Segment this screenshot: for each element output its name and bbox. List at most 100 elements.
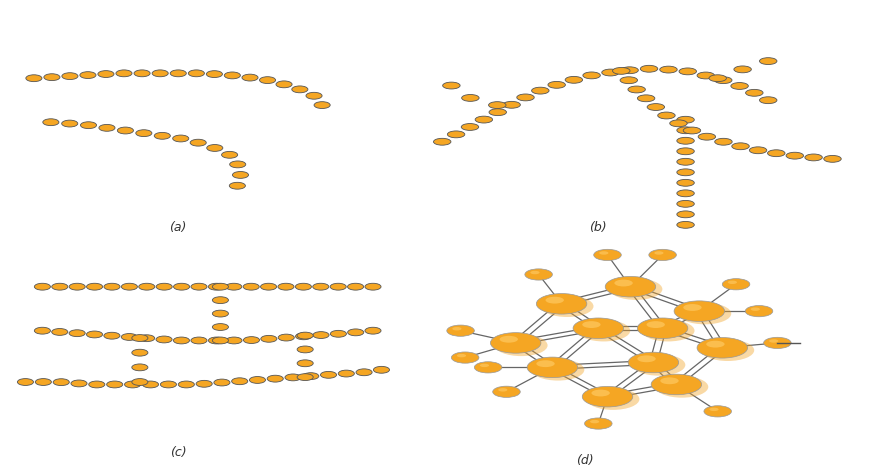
Ellipse shape — [212, 297, 229, 304]
Ellipse shape — [546, 297, 564, 304]
Ellipse shape — [18, 379, 34, 385]
Ellipse shape — [117, 127, 133, 134]
Ellipse shape — [573, 318, 623, 338]
Ellipse shape — [474, 362, 502, 373]
Ellipse shape — [651, 374, 702, 395]
Ellipse shape — [582, 386, 633, 407]
Ellipse shape — [658, 112, 675, 119]
Ellipse shape — [365, 283, 381, 290]
Ellipse shape — [540, 296, 593, 317]
Ellipse shape — [590, 420, 600, 423]
Ellipse shape — [531, 271, 540, 274]
Ellipse shape — [638, 95, 655, 102]
Ellipse shape — [601, 69, 619, 76]
Ellipse shape — [260, 77, 275, 84]
Ellipse shape — [278, 334, 294, 341]
Ellipse shape — [136, 130, 152, 137]
Ellipse shape — [517, 94, 534, 101]
Ellipse shape — [69, 330, 85, 337]
Ellipse shape — [461, 124, 479, 130]
Ellipse shape — [104, 332, 120, 339]
Ellipse shape — [243, 283, 260, 290]
Ellipse shape — [586, 388, 639, 410]
Ellipse shape — [104, 283, 120, 290]
Ellipse shape — [87, 283, 102, 290]
Ellipse shape — [26, 75, 42, 82]
Ellipse shape — [677, 137, 694, 144]
Text: (c): (c) — [170, 446, 186, 459]
Ellipse shape — [647, 103, 665, 110]
Ellipse shape — [649, 249, 676, 260]
Ellipse shape — [434, 138, 451, 145]
Ellipse shape — [296, 333, 312, 340]
Ellipse shape — [714, 138, 732, 145]
Ellipse shape — [152, 70, 169, 77]
Ellipse shape — [134, 70, 150, 77]
Ellipse shape — [87, 331, 102, 338]
Ellipse shape — [697, 72, 714, 79]
Ellipse shape — [121, 334, 138, 340]
Ellipse shape — [52, 329, 68, 336]
Ellipse shape — [249, 376, 266, 384]
Ellipse shape — [178, 381, 194, 388]
Ellipse shape — [230, 182, 245, 189]
Ellipse shape — [759, 58, 777, 64]
Ellipse shape — [679, 68, 697, 75]
Ellipse shape — [34, 327, 50, 334]
Ellipse shape — [161, 381, 177, 388]
Ellipse shape — [268, 375, 283, 382]
Text: (b): (b) — [590, 221, 608, 234]
Ellipse shape — [638, 355, 656, 362]
Ellipse shape — [231, 378, 248, 384]
Ellipse shape — [452, 327, 462, 330]
Ellipse shape — [71, 380, 87, 387]
Ellipse shape — [593, 249, 622, 260]
Ellipse shape — [52, 283, 68, 290]
Ellipse shape — [348, 329, 364, 336]
Ellipse shape — [121, 283, 138, 290]
Ellipse shape — [638, 318, 688, 338]
Ellipse shape — [582, 321, 600, 328]
Ellipse shape — [295, 283, 312, 290]
Ellipse shape — [99, 125, 115, 131]
Ellipse shape — [330, 283, 346, 290]
Ellipse shape — [313, 283, 328, 290]
Ellipse shape — [536, 294, 587, 314]
Ellipse shape — [69, 283, 86, 290]
Ellipse shape — [230, 161, 245, 168]
Ellipse shape — [276, 81, 292, 88]
Ellipse shape — [769, 339, 778, 343]
Ellipse shape — [632, 354, 685, 376]
Ellipse shape — [212, 310, 229, 317]
Ellipse shape — [62, 120, 78, 127]
Ellipse shape — [767, 150, 785, 157]
Ellipse shape — [365, 327, 381, 334]
Ellipse shape — [174, 283, 190, 290]
Ellipse shape — [42, 119, 59, 125]
Ellipse shape — [170, 70, 186, 77]
Ellipse shape — [660, 377, 679, 384]
Ellipse shape — [734, 66, 751, 73]
Ellipse shape — [677, 169, 694, 176]
Ellipse shape — [646, 321, 665, 328]
Ellipse shape — [677, 158, 694, 165]
Ellipse shape — [155, 133, 170, 139]
Ellipse shape — [462, 94, 479, 102]
Ellipse shape — [714, 77, 732, 84]
Ellipse shape — [303, 373, 319, 380]
Ellipse shape — [490, 333, 541, 353]
Ellipse shape — [698, 133, 715, 140]
Text: (a): (a) — [170, 221, 186, 234]
Ellipse shape — [132, 364, 148, 371]
Ellipse shape — [677, 211, 694, 218]
Ellipse shape — [677, 221, 694, 228]
Ellipse shape — [80, 122, 96, 129]
Ellipse shape — [565, 77, 583, 83]
Ellipse shape — [260, 336, 277, 342]
Ellipse shape — [224, 72, 240, 79]
Ellipse shape — [173, 135, 189, 142]
Ellipse shape — [824, 156, 841, 162]
Ellipse shape — [527, 357, 577, 377]
Ellipse shape — [525, 269, 553, 280]
Ellipse shape — [442, 82, 460, 89]
